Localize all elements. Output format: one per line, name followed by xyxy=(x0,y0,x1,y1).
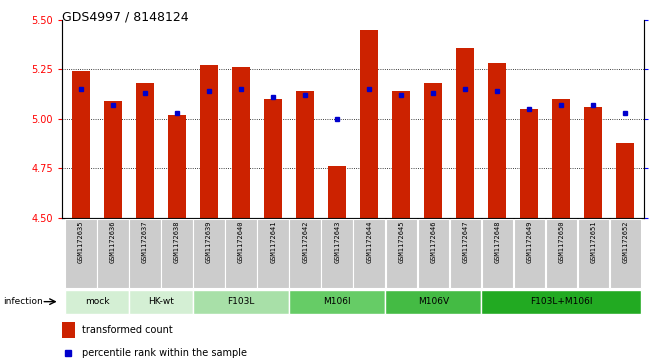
Text: mock: mock xyxy=(85,297,109,306)
Text: GSM1172644: GSM1172644 xyxy=(366,221,372,263)
FancyBboxPatch shape xyxy=(353,219,385,288)
Text: GSM1172652: GSM1172652 xyxy=(622,221,628,263)
Bar xyxy=(136,83,154,218)
Text: GSM1172650: GSM1172650 xyxy=(559,221,564,263)
Text: F103L+M106I: F103L+M106I xyxy=(530,297,592,306)
Text: GSM1172639: GSM1172639 xyxy=(206,221,212,263)
Bar xyxy=(456,48,474,218)
Text: M106V: M106V xyxy=(418,297,449,306)
Text: transformed count: transformed count xyxy=(82,325,173,335)
FancyBboxPatch shape xyxy=(289,290,385,314)
Bar xyxy=(616,143,634,218)
FancyBboxPatch shape xyxy=(417,219,449,288)
FancyBboxPatch shape xyxy=(482,219,513,288)
Text: GSM1172642: GSM1172642 xyxy=(302,221,308,263)
FancyBboxPatch shape xyxy=(322,219,353,288)
Text: GSM1172635: GSM1172635 xyxy=(78,221,84,263)
FancyBboxPatch shape xyxy=(65,290,129,314)
FancyBboxPatch shape xyxy=(385,290,481,314)
FancyBboxPatch shape xyxy=(514,219,545,288)
Bar xyxy=(72,72,90,218)
Bar xyxy=(424,83,442,218)
Text: GSM1172645: GSM1172645 xyxy=(398,221,404,263)
Text: GSM1172646: GSM1172646 xyxy=(430,221,436,263)
Text: HK-wt: HK-wt xyxy=(148,297,174,306)
Bar xyxy=(361,30,378,218)
Text: GSM1172648: GSM1172648 xyxy=(494,221,500,263)
Text: F103L: F103L xyxy=(227,297,255,306)
Text: GSM1172649: GSM1172649 xyxy=(526,221,533,263)
Bar xyxy=(585,107,602,218)
Bar xyxy=(488,64,506,218)
FancyBboxPatch shape xyxy=(609,219,641,288)
Bar xyxy=(393,91,410,218)
Text: GSM1172647: GSM1172647 xyxy=(462,221,468,263)
Text: GSM1172640: GSM1172640 xyxy=(238,221,244,263)
FancyBboxPatch shape xyxy=(385,219,417,288)
Bar xyxy=(553,99,570,218)
Text: GSM1172641: GSM1172641 xyxy=(270,221,276,263)
Bar xyxy=(328,166,346,218)
FancyBboxPatch shape xyxy=(98,219,129,288)
Text: percentile rank within the sample: percentile rank within the sample xyxy=(82,348,247,358)
FancyBboxPatch shape xyxy=(290,219,321,288)
FancyBboxPatch shape xyxy=(129,290,193,314)
FancyBboxPatch shape xyxy=(257,219,289,288)
Bar xyxy=(296,91,314,218)
FancyBboxPatch shape xyxy=(546,219,577,288)
Text: GSM1172643: GSM1172643 xyxy=(334,221,340,263)
FancyBboxPatch shape xyxy=(225,219,256,288)
Bar xyxy=(201,65,218,218)
Bar xyxy=(264,99,282,218)
FancyBboxPatch shape xyxy=(577,219,609,288)
Bar xyxy=(520,109,538,218)
Bar xyxy=(232,68,250,218)
FancyBboxPatch shape xyxy=(161,219,193,288)
Text: GDS4997 / 8148124: GDS4997 / 8148124 xyxy=(62,11,189,24)
Text: GSM1172636: GSM1172636 xyxy=(110,221,116,263)
FancyBboxPatch shape xyxy=(193,219,225,288)
Text: GSM1172638: GSM1172638 xyxy=(174,221,180,263)
Bar xyxy=(169,115,186,218)
FancyBboxPatch shape xyxy=(65,219,97,288)
FancyBboxPatch shape xyxy=(193,290,289,314)
FancyBboxPatch shape xyxy=(130,219,161,288)
FancyBboxPatch shape xyxy=(481,290,641,314)
Text: infection: infection xyxy=(3,297,43,306)
Bar xyxy=(104,101,122,218)
Text: GSM1172651: GSM1172651 xyxy=(590,221,596,263)
Bar xyxy=(62,322,75,338)
Text: GSM1172637: GSM1172637 xyxy=(142,221,148,263)
FancyBboxPatch shape xyxy=(450,219,481,288)
Text: M106I: M106I xyxy=(324,297,351,306)
